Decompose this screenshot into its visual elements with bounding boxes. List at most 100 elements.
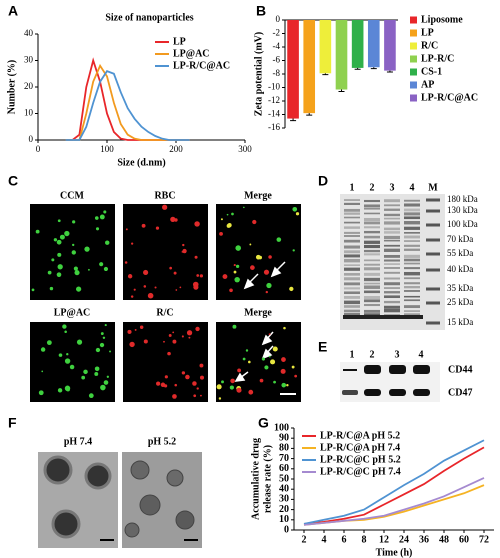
protein-band bbox=[384, 267, 400, 269]
protein-band bbox=[364, 240, 380, 244]
x-tick-label: 72 bbox=[479, 534, 489, 545]
micro-dot bbox=[250, 265, 255, 270]
panel-label: A bbox=[8, 3, 18, 19]
protein-band bbox=[384, 204, 400, 207]
protein-band bbox=[364, 285, 380, 289]
micro-dot bbox=[226, 213, 229, 216]
protein-band bbox=[364, 230, 380, 234]
y-tick-label: 90 bbox=[279, 432, 289, 443]
marker-label: 35 kDa bbox=[447, 283, 473, 293]
protein-band bbox=[344, 295, 360, 299]
micro-dot bbox=[229, 288, 233, 293]
micro-dot bbox=[106, 375, 109, 378]
micro-dot bbox=[234, 276, 240, 283]
protein-band bbox=[344, 267, 360, 271]
lanes: 1 2 3 4 bbox=[350, 349, 424, 360]
blot-bands bbox=[342, 365, 430, 396]
legend-label: LP-R/C@C pH 5.2 bbox=[320, 454, 401, 465]
series-line bbox=[65, 57, 190, 141]
protein-band bbox=[384, 305, 400, 309]
micro-dot bbox=[265, 290, 268, 294]
y-axis-label: Zeta potential (mV) bbox=[253, 32, 264, 116]
panel-label: F bbox=[8, 415, 17, 431]
y-tick-label: -2 bbox=[273, 28, 281, 38]
error-bar bbox=[370, 67, 377, 70]
micro-dot bbox=[294, 374, 298, 378]
micro-dot bbox=[168, 334, 172, 337]
x-tick-label: 4 bbox=[322, 534, 327, 545]
micro-dot bbox=[248, 360, 251, 364]
micro-dot bbox=[259, 378, 264, 383]
chart-title: Size of nanoparticles bbox=[105, 12, 193, 23]
micro-dot bbox=[280, 368, 286, 374]
y-tick-label: 100 bbox=[274, 422, 289, 433]
protein-band bbox=[404, 240, 420, 242]
protein-band bbox=[404, 235, 420, 239]
protein-band bbox=[364, 272, 380, 276]
protein-band bbox=[384, 282, 400, 286]
micro-dot bbox=[57, 388, 63, 393]
micro-dot bbox=[192, 381, 197, 386]
x-tick-label: 12 bbox=[379, 534, 389, 545]
micro-dot bbox=[172, 331, 175, 334]
micro-dot bbox=[270, 359, 276, 365]
image-label: Merge bbox=[244, 307, 272, 318]
micro-dot bbox=[169, 266, 172, 270]
protein-band bbox=[384, 244, 400, 247]
micro-dot bbox=[66, 387, 70, 392]
lane-label: 2 bbox=[370, 182, 375, 193]
micro-dot bbox=[232, 324, 237, 329]
micro-dot bbox=[57, 252, 62, 257]
micro-image bbox=[216, 204, 301, 300]
series-line bbox=[303, 439, 485, 525]
image-label: Merge bbox=[244, 190, 272, 201]
y-tick-label: -8 bbox=[273, 68, 281, 78]
micro-dot bbox=[154, 286, 157, 289]
micro-dot bbox=[41, 370, 44, 373]
micro-dot bbox=[59, 234, 65, 240]
micro-dot bbox=[76, 339, 83, 345]
y-axis-label: release rate (%) bbox=[262, 445, 273, 513]
micro-dot bbox=[56, 272, 62, 277]
micro-dot bbox=[192, 281, 199, 288]
protein-band bbox=[384, 231, 400, 234]
protein-band bbox=[404, 310, 420, 312]
micro-dot bbox=[182, 248, 187, 254]
y-tick-label: 30 bbox=[279, 494, 289, 505]
micro-dot bbox=[62, 324, 67, 329]
protein-band bbox=[364, 249, 380, 253]
marker-label: 180 kDa bbox=[447, 194, 478, 204]
protein-band bbox=[404, 216, 420, 220]
x-tick-label: 200 bbox=[169, 144, 183, 154]
protein-band bbox=[384, 259, 400, 262]
micro-dot bbox=[49, 286, 54, 291]
protein-band bbox=[344, 231, 360, 234]
protein-band bbox=[404, 277, 420, 280]
micro-dot bbox=[94, 372, 99, 376]
protein-band bbox=[344, 287, 360, 290]
image-label: pH 7.4 bbox=[64, 436, 92, 447]
micro-dot bbox=[272, 346, 278, 352]
micro-dot bbox=[258, 255, 263, 260]
error-bar bbox=[306, 113, 313, 116]
micro-dot bbox=[69, 364, 75, 370]
protein-band bbox=[404, 199, 420, 202]
micro-dot bbox=[103, 380, 109, 385]
protein-band bbox=[384, 199, 400, 203]
micro-dot bbox=[38, 390, 44, 396]
protein-band bbox=[404, 267, 420, 270]
micro-dot bbox=[73, 266, 78, 271]
marker-band bbox=[426, 223, 440, 227]
micro-dot bbox=[81, 375, 86, 380]
micro-dot bbox=[99, 342, 105, 348]
micro-dot bbox=[143, 285, 147, 288]
protein-label: CD47 bbox=[448, 387, 472, 398]
micro-dot bbox=[233, 270, 237, 274]
micro-dot bbox=[216, 384, 222, 390]
micro-image bbox=[123, 322, 208, 402]
protein-band bbox=[364, 204, 380, 208]
x-axis-label: Size (d.nm) bbox=[117, 157, 165, 168]
micro-dot bbox=[193, 394, 197, 398]
protein-band bbox=[384, 277, 400, 280]
